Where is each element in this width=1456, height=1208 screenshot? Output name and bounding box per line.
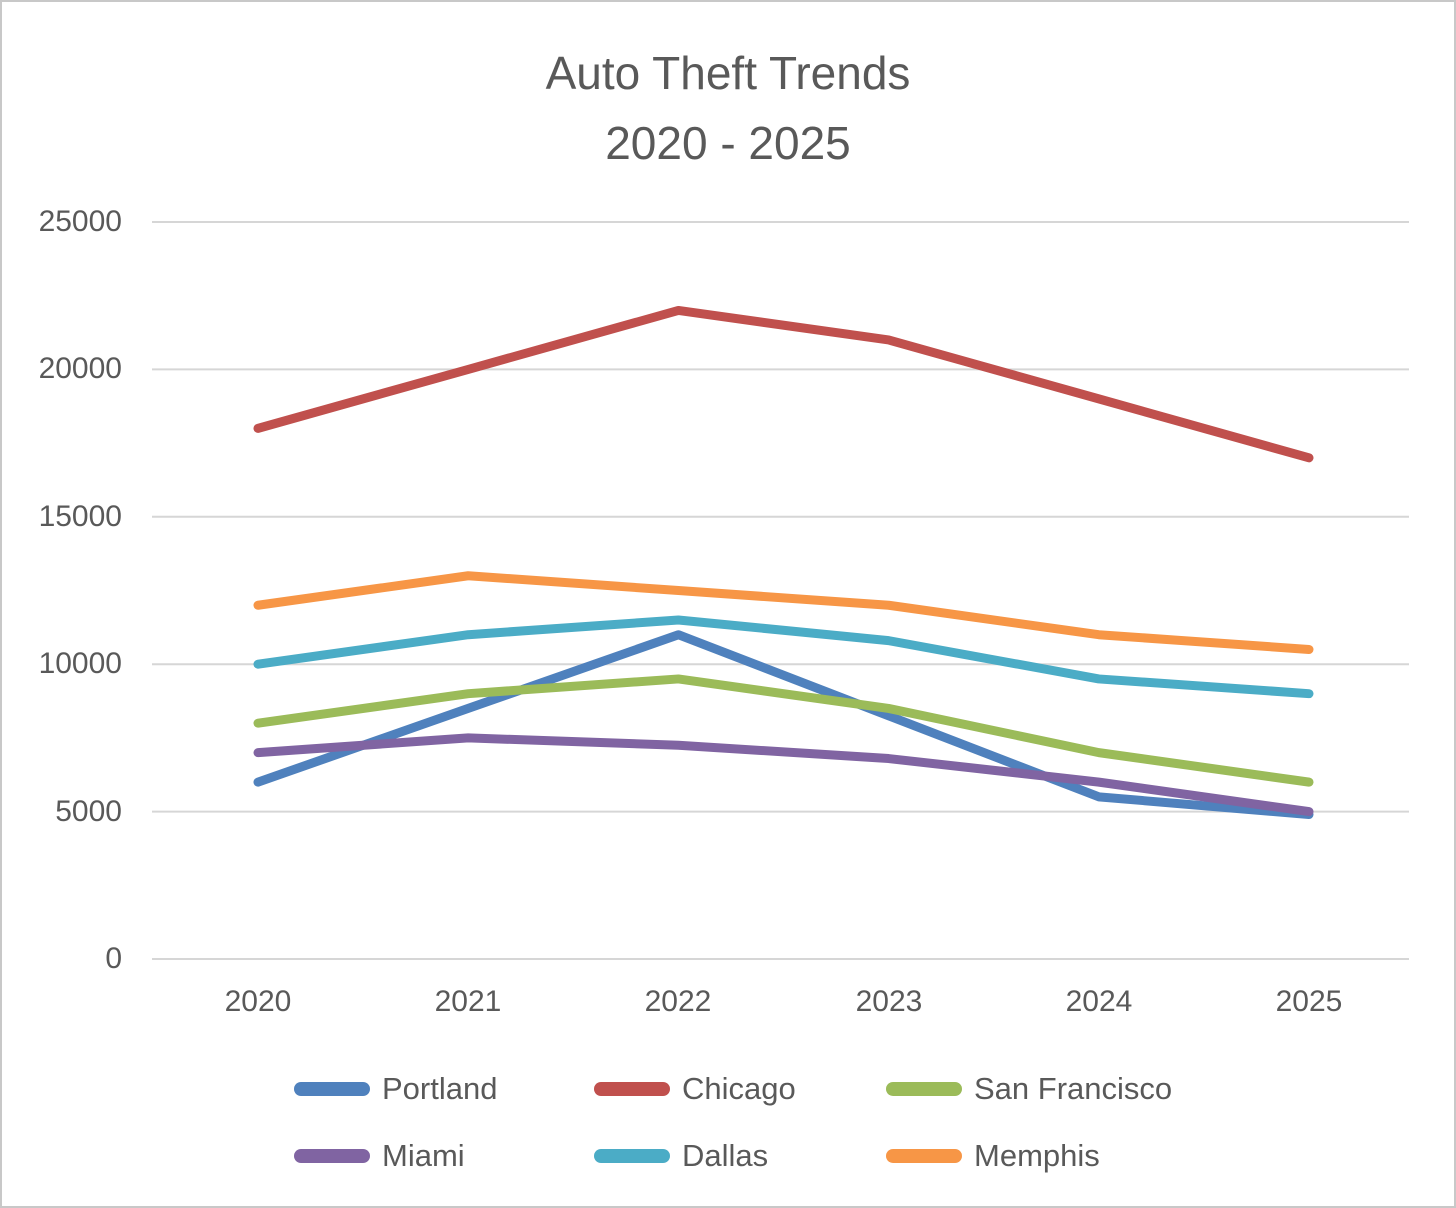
- legend-item-portland: Portland: [294, 1068, 497, 1110]
- x-axis-tick-label: 2022: [644, 985, 712, 1018]
- x-axis-tick-label: 2020: [224, 985, 292, 1018]
- series-line-memphis: [253, 571, 1314, 654]
- legend-marker: [886, 1149, 962, 1163]
- y-axis-tick-label: 10000: [38, 647, 122, 680]
- legend-marker: [294, 1149, 370, 1163]
- series-line-san-francisco: [253, 674, 1314, 787]
- legend-label: Memphis: [974, 1138, 1100, 1173]
- y-axis-tick-label: 20000: [38, 352, 122, 385]
- series-line-portland: [253, 630, 1314, 820]
- chart-title-line1: Auto Theft Trends: [545, 47, 911, 99]
- legend-item-dallas: Dallas: [594, 1135, 768, 1177]
- y-axis-tick-label: 5000: [55, 795, 122, 828]
- legend-label: San Francisco: [974, 1071, 1173, 1106]
- legend-marker: [886, 1082, 962, 1096]
- legend-marker: [594, 1149, 670, 1163]
- legend-item-chicago: Chicago: [594, 1068, 796, 1110]
- x-axis-tick-label: 2025: [1275, 985, 1343, 1018]
- y-axis-tick-label: 25000: [38, 205, 122, 238]
- legend-label: Dallas: [682, 1138, 769, 1173]
- x-axis-tick-label: 2021: [434, 985, 502, 1018]
- legend-label: Portland: [382, 1071, 498, 1106]
- legend-item-miami: Miami: [294, 1135, 465, 1177]
- y-axis-tick-label: 0: [105, 942, 122, 975]
- series-line-chicago: [253, 305, 1314, 463]
- legend-marker: [594, 1082, 670, 1096]
- legend-item-san-francisco: San Francisco: [886, 1068, 1172, 1110]
- series-line-miami: [253, 733, 1314, 817]
- legend-label: Chicago: [682, 1071, 796, 1106]
- chart-title: Auto Theft Trends 2020 - 2025: [2, 38, 1454, 178]
- legend-marker: [294, 1082, 370, 1096]
- x-axis-tick-label: 2023: [855, 985, 923, 1018]
- series-line-dallas: [253, 615, 1314, 699]
- x-axis-tick-label: 2024: [1065, 985, 1133, 1018]
- legend-label: Miami: [382, 1138, 465, 1173]
- chart-title-line2: 2020 - 2025: [605, 117, 851, 169]
- legend-item-memphis: Memphis: [886, 1135, 1100, 1177]
- y-axis-tick-label: 15000: [38, 500, 122, 533]
